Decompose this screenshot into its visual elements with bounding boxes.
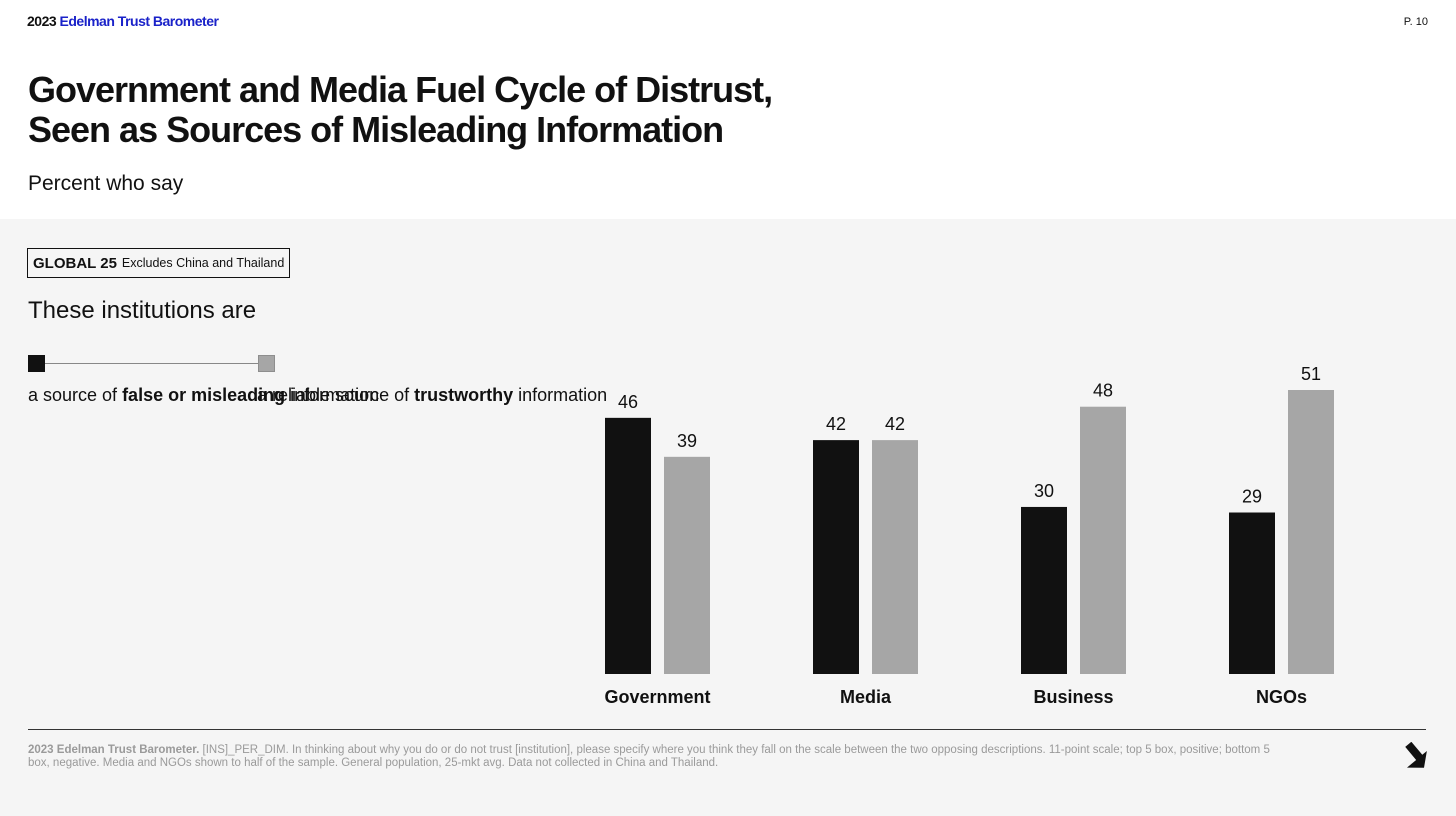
- sample-label: GLOBAL 25: [33, 254, 117, 272]
- category-label-government: Government: [604, 687, 710, 707]
- sample-note: Excludes China and Thailand: [121, 256, 285, 270]
- page-title: Government and Media Fuel Cycle of Distr…: [28, 70, 928, 150]
- title-line-2: Seen as Sources of Misleading Informatio…: [28, 109, 724, 150]
- bar-ngos-reliable: [1288, 390, 1334, 674]
- content-panel: [0, 219, 1456, 816]
- data-label-government-reliable: 39: [677, 431, 697, 451]
- legend-connector-line: [45, 363, 258, 364]
- category-label-ngos: NGOs: [1256, 687, 1307, 707]
- legend-false-pre: a source of: [28, 385, 123, 405]
- data-label-ngos-reliable: 51: [1301, 364, 1321, 384]
- bar-business-false: [1021, 506, 1067, 674]
- data-label-government-false: 46: [618, 392, 638, 412]
- footer-divider: [28, 729, 1426, 730]
- legend-heading: These institutions are: [28, 297, 257, 324]
- legend-false-post: information: [285, 385, 380, 405]
- bar-ngos-false: [1229, 512, 1275, 674]
- bar-government-reliable: [664, 456, 710, 674]
- data-label-business-reliable: 48: [1093, 381, 1113, 401]
- bar-government-false: [605, 417, 651, 674]
- legend-swatch-false: [28, 355, 45, 372]
- arrow-down-right-icon[interactable]: [1398, 742, 1428, 772]
- legend-reliable-bold: trustworthy: [414, 385, 514, 405]
- header-band: [0, 0, 1456, 219]
- brand-name: Edelman Trust Barometer: [59, 13, 219, 29]
- legend-label-false: a source of false or misleading informat…: [28, 384, 379, 406]
- data-label-media-false: 42: [826, 414, 846, 434]
- legend-swatch-reliable: [258, 355, 275, 372]
- category-label-business: Business: [1033, 687, 1113, 707]
- footnote-source: 2023 Edelman Trust Barometer.: [28, 744, 200, 756]
- footnote-text: [INS]_PER_DIM. In thinking about why you…: [28, 744, 1270, 769]
- legend-reliable-pre: a reliable source of: [257, 385, 415, 405]
- legend-false-bold: false or misleading: [122, 385, 286, 405]
- data-label-ngos-false: 29: [1242, 487, 1262, 507]
- footnote: 2023 Edelman Trust Barometer. [INS]_PER_…: [28, 744, 1288, 770]
- bar-media-false: [813, 440, 859, 674]
- title-line-1: Government and Media Fuel Cycle of Distr…: [28, 69, 773, 110]
- bar-business-reliable: [1080, 406, 1126, 674]
- sample-badge: GLOBAL 25 Excludes China and Thailand: [27, 248, 291, 278]
- legend-reliable-post: information: [513, 385, 608, 405]
- brand-year: 2023: [27, 13, 57, 29]
- legend-label-reliable: a reliable source of trustworthy informa…: [257, 384, 607, 406]
- data-label-media-reliable: 42: [885, 414, 905, 434]
- bar-media-reliable: [872, 440, 918, 674]
- page-number: P. 10: [1403, 16, 1428, 28]
- subtitle: Percent who say: [28, 172, 184, 195]
- brand-logo: 2023 Edelman Trust Barometer: [27, 13, 219, 29]
- data-label-business-false: 30: [1034, 481, 1054, 501]
- category-label-media: Media: [840, 687, 892, 707]
